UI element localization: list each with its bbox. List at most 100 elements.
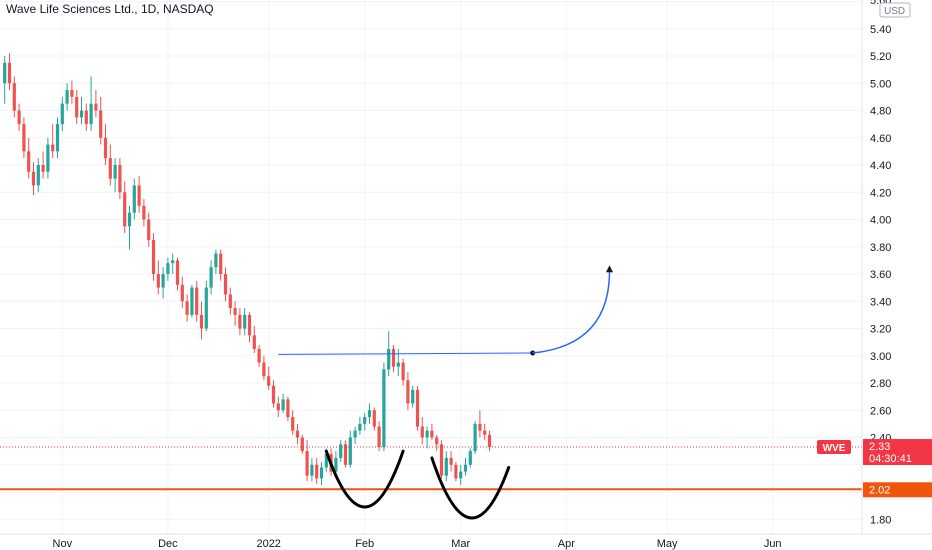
candle [319, 462, 324, 486]
candle-body [291, 417, 295, 431]
projection-curve [532, 267, 611, 354]
candle [444, 451, 448, 482]
candle-body [252, 335, 256, 349]
candle-body [463, 464, 468, 472]
candle [166, 257, 170, 281]
candle [199, 301, 204, 340]
candles-layer [3, 53, 492, 486]
candle [99, 96, 103, 145]
candle [36, 158, 40, 193]
cup-arc-2 [430, 456, 511, 520]
currency-badge-box [879, 2, 911, 18]
candle [271, 380, 276, 408]
candle [315, 457, 319, 484]
candle [459, 464, 463, 486]
y-tick-label: 3.20 [870, 324, 891, 336]
candle-body [113, 165, 117, 179]
candle [396, 348, 400, 377]
support-price-label: 2.02 [869, 484, 890, 496]
candle-body [94, 103, 98, 111]
candle [147, 212, 151, 247]
candle-body [204, 287, 208, 329]
candle [185, 294, 189, 322]
candle [180, 276, 184, 309]
candle [3, 56, 7, 104]
candle [204, 280, 208, 332]
y-tick-label: 3.00 [870, 351, 891, 363]
candle-body [310, 464, 314, 476]
candle [367, 403, 372, 424]
candle [310, 457, 314, 482]
candle-body [22, 124, 26, 152]
y-tick-label: 4.60 [870, 133, 891, 145]
candle-body [41, 165, 45, 172]
candle [257, 344, 261, 367]
candle [17, 103, 21, 131]
time-axis[interactable]: Nov Dec 2022 Feb Mar Apr May Jun [53, 538, 782, 550]
candle-body [27, 151, 31, 172]
candle-body [348, 437, 352, 465]
candle-body [382, 369, 386, 448]
candle-body [46, 144, 50, 172]
candle-body [439, 444, 444, 476]
candle-body [3, 62, 7, 84]
support-price-badge-box [863, 482, 932, 498]
candle-body [166, 263, 170, 274]
candle-body [17, 110, 21, 125]
candle [377, 421, 381, 452]
candle [339, 440, 343, 463]
candle-body [51, 144, 55, 152]
candle [463, 457, 468, 476]
candle [103, 124, 108, 165]
candle [415, 385, 420, 431]
candle-body [315, 464, 319, 479]
candle-body [55, 124, 60, 152]
candle-body [84, 110, 88, 125]
candle-body [286, 399, 290, 418]
candle-body [199, 314, 204, 329]
candle [363, 412, 367, 431]
candle [161, 267, 165, 299]
candle-body [209, 267, 213, 288]
candle [65, 83, 69, 111]
candle-body [175, 260, 180, 285]
y-tick-label: 3.60 [870, 269, 891, 281]
candle-body [415, 389, 420, 427]
candle [252, 325, 256, 354]
candle-body [262, 362, 266, 377]
candle [79, 96, 84, 125]
candle-body [473, 423, 477, 452]
candle-body [391, 348, 396, 367]
candle-body [396, 362, 400, 367]
candle [473, 421, 477, 454]
candle-body [444, 457, 448, 476]
candle [190, 284, 194, 318]
candle-body [459, 471, 463, 479]
symbol-label: WVE [823, 443, 846, 454]
x-tick-label: Nov [53, 538, 73, 550]
candle [439, 440, 444, 479]
candle [142, 199, 146, 227]
candle-body [60, 103, 64, 125]
candle [420, 417, 424, 445]
candle-body [387, 348, 391, 370]
x-tick-label: Feb [355, 538, 374, 550]
last-price-label: 2.33 [869, 441, 890, 453]
candle-body [185, 301, 189, 315]
candle-body [79, 110, 84, 118]
x-tick-label: Apr [558, 538, 575, 550]
candle-body [276, 403, 280, 411]
support-price-badge: 2.02 [863, 482, 932, 498]
candle [22, 117, 26, 159]
candle-body [103, 137, 108, 159]
x-tick-label: May [657, 538, 678, 550]
candle-body [156, 274, 160, 288]
candle [223, 267, 228, 302]
candle [60, 96, 64, 131]
candle-body [430, 430, 434, 438]
y-tick-label: 4.40 [870, 160, 891, 172]
candle [118, 158, 122, 200]
y-tick-label: 4.80 [870, 106, 891, 118]
